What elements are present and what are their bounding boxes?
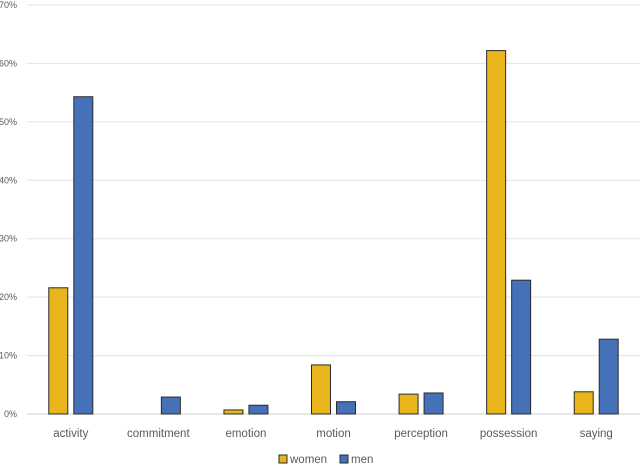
bar-women-saying	[573, 391, 594, 415]
bar-women-perception	[398, 393, 419, 415]
bar-men-commitment	[160, 396, 181, 415]
x-category-label: possession	[480, 428, 538, 440]
x-category-label: perception	[394, 428, 448, 440]
legend-label-men: men	[351, 454, 373, 466]
y-tick-label: 20%	[0, 292, 17, 302]
bar-men-perception	[423, 392, 444, 415]
x-category-label: commitment	[127, 428, 190, 440]
gridlines	[27, 4, 640, 415]
bar-men-saying	[598, 338, 619, 415]
bar-women-possession	[486, 50, 507, 415]
y-tick-label: 30%	[0, 234, 17, 244]
y-tick-label: 60%	[0, 58, 17, 68]
bar-men-motion	[336, 401, 356, 415]
y-axis-ticks: 0% 10% 20% 30% 40% 50% 60% 70%	[0, 0, 17, 419]
x-category-label: emotion	[225, 428, 266, 440]
legend-swatch-women-icon	[278, 454, 288, 464]
y-tick-label: 70%	[0, 0, 17, 10]
bar-women-activity	[48, 287, 69, 415]
bar-women-motion	[311, 364, 331, 415]
x-axis-categories: activity commitment emotion motion perceptio…	[53, 428, 613, 440]
bar-men-emotion	[248, 404, 269, 415]
legend-label-women: women	[289, 454, 327, 466]
y-tick-label: 50%	[0, 117, 17, 127]
legend-swatch-men-icon	[339, 454, 349, 464]
legend: women men	[278, 454, 373, 466]
y-tick-label: 40%	[0, 175, 17, 185]
x-category-label: motion	[316, 428, 351, 440]
x-category-label: saying	[580, 428, 613, 440]
bars	[48, 50, 619, 415]
y-tick-label: 10%	[0, 351, 17, 361]
bar-men-activity	[73, 96, 94, 415]
bar-women-emotion	[223, 409, 244, 415]
x-category-label: activity	[53, 428, 88, 440]
bar-men-possession	[511, 279, 532, 415]
y-tick-label: 0%	[4, 409, 17, 419]
